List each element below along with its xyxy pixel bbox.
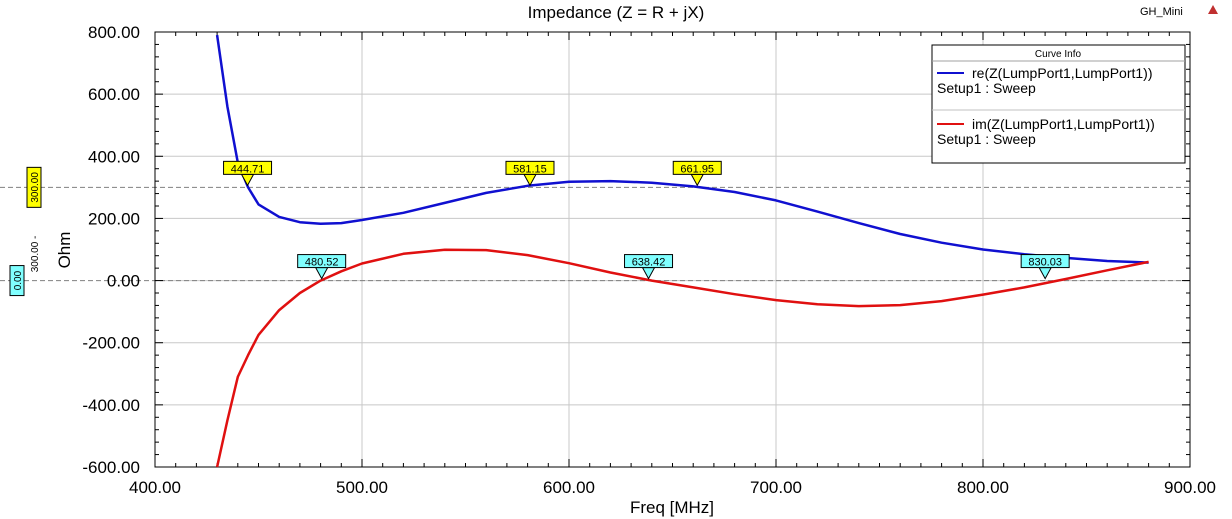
series-line-re (215, 34, 1149, 264)
x-tick-label: 600.00 (543, 478, 595, 497)
marker-box (505, 160, 555, 175)
ansys-logo-icon (1208, 5, 1218, 14)
series-layer (215, 34, 1149, 468)
marker-581.15[interactable]: 581.15 (505, 160, 555, 187)
legend-entry-im: im(Z(LumpPort1,LumpPort1)) (972, 116, 1155, 132)
reference-lines (0, 186, 1190, 282)
side-marker-label: 300.00 (30, 172, 41, 203)
chart-title: Impedance (Z = R + jX) (528, 3, 705, 22)
marker-label: 638.42 (632, 257, 666, 269)
marker-box (223, 160, 273, 175)
side-labels: 300.00 0.00 300.00 - (9, 166, 42, 297)
marker-label: 581.15 (513, 163, 547, 175)
legend-title: Curve Info (1035, 49, 1082, 60)
axis-ticks: 400.00 500.00 600.00 700.00 800.00 900.00 800.… (82, 23, 1216, 497)
markers: 444.71 581.15 661.95 480.52 638.42 830.03 (223, 160, 1070, 280)
side-marker-0: 0.00 (9, 265, 25, 297)
marker-444.71[interactable]: 444.71 (223, 160, 273, 187)
legend-setup-re: Setup1 : Sweep (937, 80, 1036, 96)
x-tick-label: 700.00 (750, 478, 802, 497)
x-tick-label: 900.00 (1164, 478, 1216, 497)
marker-label: 480.52 (305, 257, 339, 269)
y-tick-label: 400.00 (88, 147, 140, 166)
y-tick-label: -400.00 (82, 396, 140, 415)
x-axis-label: Freq [MHz] (630, 498, 714, 517)
marker-label: 444.71 (231, 163, 265, 175)
x-tick-label: 500.00 (336, 478, 388, 497)
marker-box (297, 254, 347, 269)
marker-box (672, 160, 722, 175)
marker-box (1020, 254, 1070, 269)
marker-830.03[interactable]: 830.03 (1020, 254, 1070, 280)
y-tick-label: 0.00 (107, 272, 140, 291)
side-marker-300: 300.00 (26, 166, 42, 208)
y-tick-label: -200.00 (82, 334, 140, 353)
marker-638.42[interactable]: 638.42 (624, 254, 674, 280)
y-tick-label: 600.00 (88, 85, 140, 104)
side-marker-label: 0.00 (13, 270, 24, 290)
marker-label: 830.03 (1028, 257, 1062, 269)
series-line-im (215, 248, 1149, 468)
brand-label: GH_Mini (1140, 6, 1183, 18)
legend-entry-re: re(Z(LumpPort1,LumpPort1)) (972, 65, 1153, 81)
x-tick-label: 800.00 (957, 478, 1009, 497)
side-delta-label: 300.00 - (30, 236, 41, 273)
marker-480.52[interactable]: 480.52 (297, 254, 347, 280)
marker-661.95[interactable]: 661.95 (672, 160, 722, 187)
side-marker-box (26, 166, 42, 208)
marker-box (624, 254, 674, 269)
y-axis-label: Ohm (55, 232, 74, 269)
y-tick-label: 200.00 (88, 209, 140, 228)
legend[interactable]: Curve Info re(Z(LumpPort1,LumpPort1)) Se… (931, 44, 1186, 164)
y-tick-label: -600.00 (82, 458, 140, 477)
y-tick-label: 800.00 (88, 23, 140, 42)
x-tick-label: 400.00 (129, 478, 181, 497)
marker-label: 661.95 (680, 163, 714, 175)
legend-box (931, 44, 1186, 164)
legend-setup-im: Setup1 : Sweep (937, 131, 1036, 147)
side-marker-box (9, 265, 25, 297)
